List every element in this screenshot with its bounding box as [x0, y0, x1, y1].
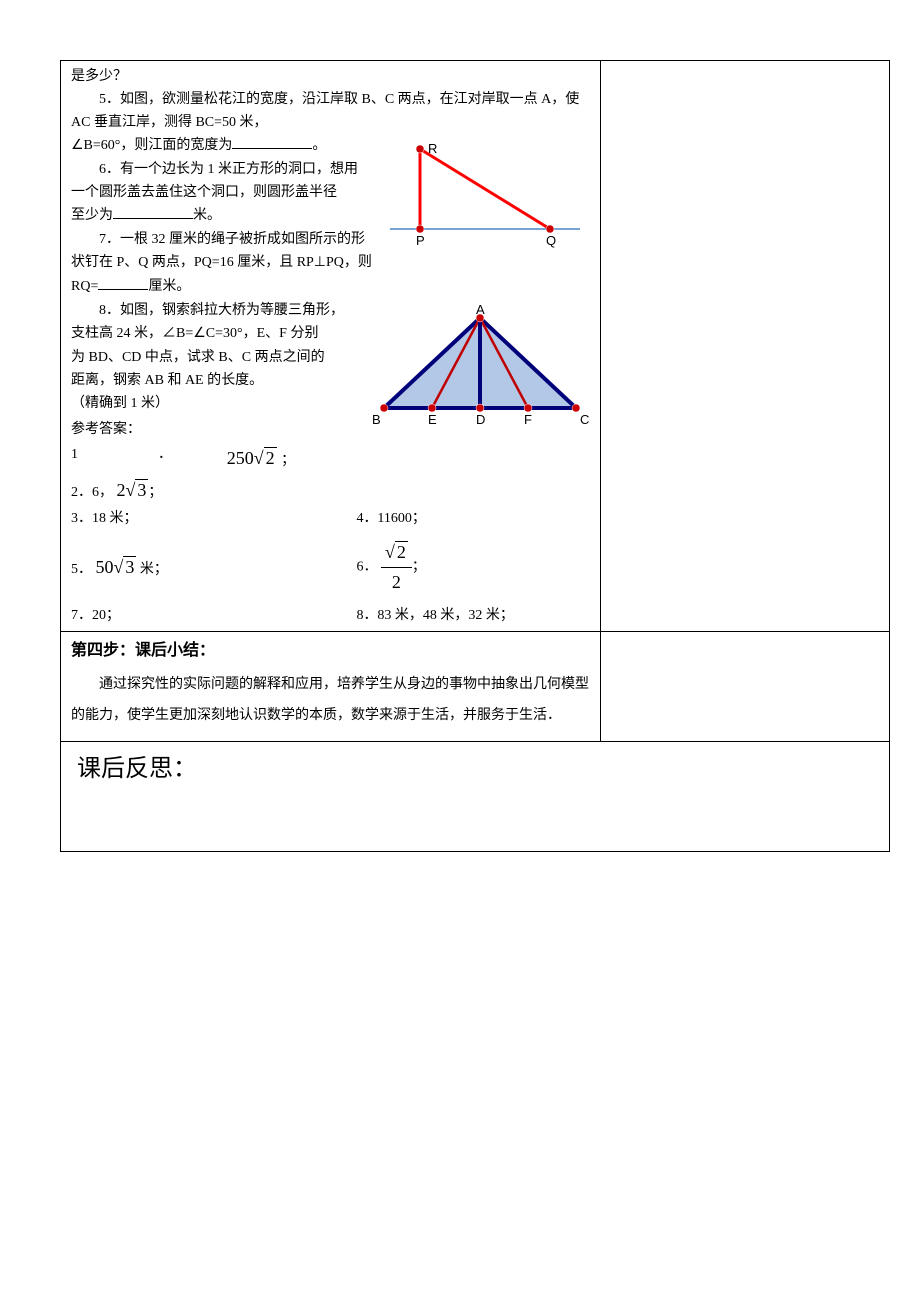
summary-text: 通过探究性的实际问题的解释和应用，培养学生从身边的事物中抽象出几何模型的能力，使…: [71, 670, 590, 732]
svg-text:F: F: [524, 412, 532, 424]
q6-l3b: 米。: [193, 208, 221, 223]
a5-coef: 50: [96, 557, 114, 577]
q5-blank: [232, 135, 312, 149]
svg-text:Q: Q: [546, 233, 556, 248]
a1-tail: ；: [281, 453, 295, 468]
side-empty-2: [601, 632, 890, 742]
a1-num: 1: [71, 447, 78, 462]
svg-text:D: D: [476, 412, 485, 424]
q5-line2b: 。: [312, 138, 326, 153]
a1-val: 250√2: [227, 447, 281, 468]
ans-3: 3．18 米；: [71, 508, 356, 530]
q5-line2a: ∠B=60°，则江面的宽度为: [71, 138, 232, 153]
a5-prefix: 5．: [71, 562, 92, 577]
svg-text:B: B: [372, 412, 381, 424]
q5-text: 5．如图，欲测量松花江的宽度，沿江岸取 B、C 两点，在江对岸取一点 A，使 A…: [71, 89, 590, 134]
q7-blank: [98, 276, 148, 290]
ans-row-78: 7．20； 8．83 米，48 米，32 米；: [71, 605, 590, 627]
ans-4: 4．11600；: [356, 508, 590, 530]
ans-6: 6． √2 2 ；: [356, 538, 590, 597]
ans-5: 5． 50√3 米；: [71, 553, 356, 582]
ans-7: 7．20；: [71, 605, 356, 627]
svg-text:E: E: [428, 412, 437, 424]
figure-bridge: A B C D E F: [370, 304, 590, 424]
svg-text:C: C: [580, 412, 589, 424]
a5-rad: 3: [123, 556, 136, 577]
reflection-title: 课后反思：: [71, 746, 879, 792]
q6-l3a: 至少为: [71, 208, 113, 223]
step4-cell: 第四步：课后小结： 通过探究性的实际问题的解释和应用，培养学生从身边的事物中抽象…: [61, 632, 601, 742]
ans-row-56: 5． 50√3 米； 6． √2 2 ；: [71, 538, 590, 597]
a2-rad: 3: [135, 479, 148, 500]
a2-prefix: 2．6，: [71, 485, 113, 500]
figure-rpq: R P Q: [380, 139, 590, 249]
q7-l3: RQ= 厘米。: [71, 276, 590, 298]
ans-row-34: 3．18 米； 4．11600；: [71, 508, 590, 530]
a6-rad: 2: [395, 541, 408, 562]
q4-tail: 是多少？: [71, 66, 590, 88]
document-table: 是多少？ 5．如图，欲测量松花江的宽度，沿江岸取 B、C 两点，在江对岸取一点 …: [60, 60, 890, 852]
step4-title: 第四步：课后小结：: [71, 638, 590, 664]
a1-coef: 250: [227, 448, 254, 468]
svg-text:P: P: [416, 233, 425, 248]
q6-blank: [113, 205, 193, 219]
svg-text:A: A: [476, 304, 485, 317]
ans-8: 8．83 米，48 米，32 米；: [356, 605, 590, 627]
q7-l3b: 厘米。: [148, 279, 190, 294]
a1-rad: 2: [264, 447, 277, 468]
a2-tail: ；: [148, 485, 162, 500]
a6-tail: ；: [412, 560, 426, 575]
a5-tail: 米；: [136, 562, 168, 577]
q7-l3a: RQ=: [71, 279, 98, 294]
a6-den: 2: [381, 567, 412, 597]
side-empty-1: [601, 61, 890, 632]
a1-dot: ．: [158, 447, 172, 462]
reflection-cell: 课后反思：: [61, 742, 890, 852]
ans-2: 2．6， 2√3；: [71, 476, 590, 505]
q7-l2: 状钉在 P、Q 两点，PQ=16 厘米，且 RP⊥PQ，则: [71, 252, 590, 274]
ans-row-1: 1 ． 250√2 ；: [71, 444, 590, 473]
a6-prefix: 6．: [356, 560, 377, 575]
exercise-cell: 是多少？ 5．如图，欲测量松花江的宽度，沿江岸取 B、C 两点，在江对岸取一点 …: [61, 61, 601, 632]
a2-coef: 2: [117, 480, 126, 500]
svg-text:R: R: [428, 141, 437, 156]
